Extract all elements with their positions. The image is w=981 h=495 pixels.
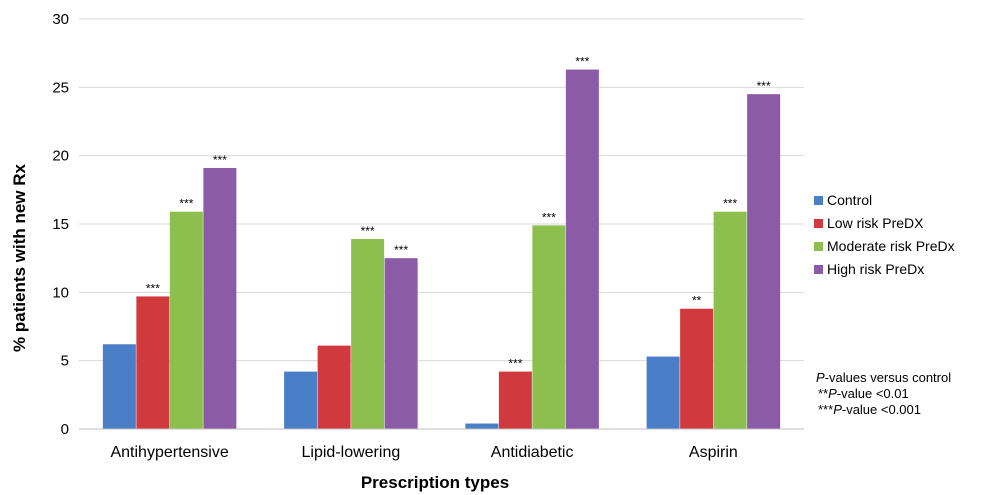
bars xyxy=(102,69,781,430)
y-axis-ticks: 0 5 10 15 20 25 30 xyxy=(52,11,69,438)
x-axis-categories: Antihypertensive Lipid-lowering Antidiabet… xyxy=(110,444,737,461)
x-axis-title: Prescription types xyxy=(361,473,509,492)
legend-label: Control xyxy=(827,192,872,208)
y-tick-label: 20 xyxy=(52,148,69,165)
bar-high-risk-predx-antihypertensive xyxy=(203,167,237,429)
bar-moderate-risk-predx-lipid-lowering xyxy=(351,239,385,429)
bar-high-risk-predx-antidiabetic xyxy=(565,69,599,430)
significance-labels: ******************************** xyxy=(146,55,771,371)
y-tick-label: 0 xyxy=(61,421,69,438)
bar-control-aspirin xyxy=(646,356,680,429)
bar-moderate-risk-predx-aspirin xyxy=(713,211,747,429)
bar-high-risk-predx-lipid-lowering xyxy=(384,258,418,429)
legend-label: High risk PreDx xyxy=(827,261,924,277)
significance-label: *** xyxy=(575,55,589,69)
note-line-1: P-values versus control xyxy=(816,370,951,385)
significance-label: ** xyxy=(692,294,702,308)
bar-high-risk-predx-aspirin xyxy=(747,94,781,430)
significance-label: *** xyxy=(723,197,737,211)
x-category-label: Lipid-lowering xyxy=(302,444,401,461)
bar-control-lipid-lowering xyxy=(284,371,318,429)
significance-label: *** xyxy=(361,224,375,238)
y-tick-label: 25 xyxy=(52,79,69,96)
legend-swatch xyxy=(814,219,823,228)
significance-label: *** xyxy=(394,243,408,257)
y-tick-label: 5 xyxy=(61,353,69,370)
note-line-3: ***P-value <0.001 xyxy=(818,402,921,417)
x-category-label: Antidiabetic xyxy=(491,444,574,461)
legend-swatch xyxy=(814,196,823,205)
legend: Control Low risk PreDX Moderate risk PreDx… xyxy=(814,192,955,277)
note-line-2: **P-value <0.01 xyxy=(818,386,909,401)
bar-moderate-risk-predx-antihypertensive xyxy=(169,211,203,429)
y-tick-label: 10 xyxy=(52,284,69,301)
significance-label: *** xyxy=(146,281,160,295)
y-tick-label: 30 xyxy=(52,11,69,28)
x-category-label: Aspirin xyxy=(689,444,738,461)
bar-low-risk-predx-aspirin xyxy=(680,308,714,429)
significance-note: P-values versus control **P-value <0.01 … xyxy=(816,370,951,417)
bar-low-risk-predx-antihypertensive xyxy=(136,296,170,429)
significance-label: *** xyxy=(508,357,522,371)
bar-control-antidiabetic xyxy=(465,423,499,429)
bar-low-risk-predx-antidiabetic xyxy=(498,371,532,429)
legend-swatch xyxy=(814,242,823,251)
x-category-label: Antihypertensive xyxy=(110,444,228,461)
significance-label: *** xyxy=(542,210,556,224)
significance-label: *** xyxy=(179,197,193,211)
y-tick-label: 15 xyxy=(52,216,69,233)
legend-swatch xyxy=(814,265,823,274)
bar-low-risk-predx-lipid-lowering xyxy=(317,345,351,429)
y-axis-title: % patients with new Rx xyxy=(10,163,29,352)
bar-moderate-risk-predx-antidiabetic xyxy=(532,225,566,429)
legend-label: Low risk PreDX xyxy=(827,215,924,231)
legend-label: Moderate risk PreDx xyxy=(827,238,955,254)
significance-label: *** xyxy=(757,79,771,93)
significance-label: *** xyxy=(213,153,227,167)
bar-control-antihypertensive xyxy=(102,344,136,429)
